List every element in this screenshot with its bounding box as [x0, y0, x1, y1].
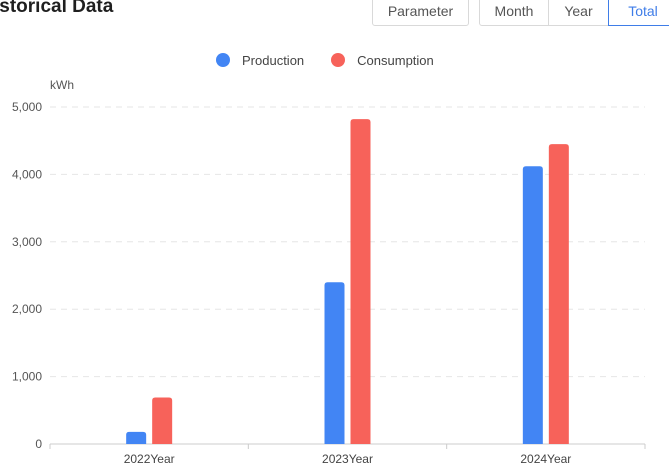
y-tick-label: 5,000 [12, 100, 42, 114]
consumption-legend-marker [331, 53, 346, 67]
y-tick-label: 4,000 [12, 167, 42, 181]
bar-production-2022year [126, 431, 147, 444]
bar-consumption-2022year [152, 397, 173, 444]
legend-label-consumption: Consumption [357, 52, 434, 68]
chart-legend: Production Consumption [216, 51, 461, 69]
y-tick-label: 1,000 [12, 370, 42, 384]
y-tick-label: 0 [35, 437, 42, 451]
bar-production-2024year [522, 166, 543, 444]
bar-production-2023year [324, 282, 345, 444]
x-tick-label: 2024Year [520, 452, 571, 466]
legend-item-consumption[interactable]: Consumption [331, 53, 434, 68]
bar-consumption-2024year [548, 144, 569, 444]
x-tick-label: 2022Year [124, 452, 175, 466]
y-axis-unit-label: kWh [50, 78, 74, 92]
bar-consumption-2023year [350, 119, 371, 444]
y-tick-label: 2,000 [12, 302, 42, 316]
page-title: istorical Data [0, 0, 114, 17]
x-tick-label: 2023Year [322, 452, 373, 466]
tab-total[interactable]: Total [608, 0, 669, 26]
legend-item-production[interactable]: Production [216, 53, 304, 68]
parameter-button[interactable]: Parameter [372, 0, 469, 26]
legend-label-production: Production [242, 52, 305, 68]
tab-month[interactable]: Month [479, 0, 549, 26]
tab-year[interactable]: Year [548, 0, 609, 26]
y-tick-label: 3,000 [12, 235, 42, 249]
production-legend-marker [216, 53, 230, 67]
